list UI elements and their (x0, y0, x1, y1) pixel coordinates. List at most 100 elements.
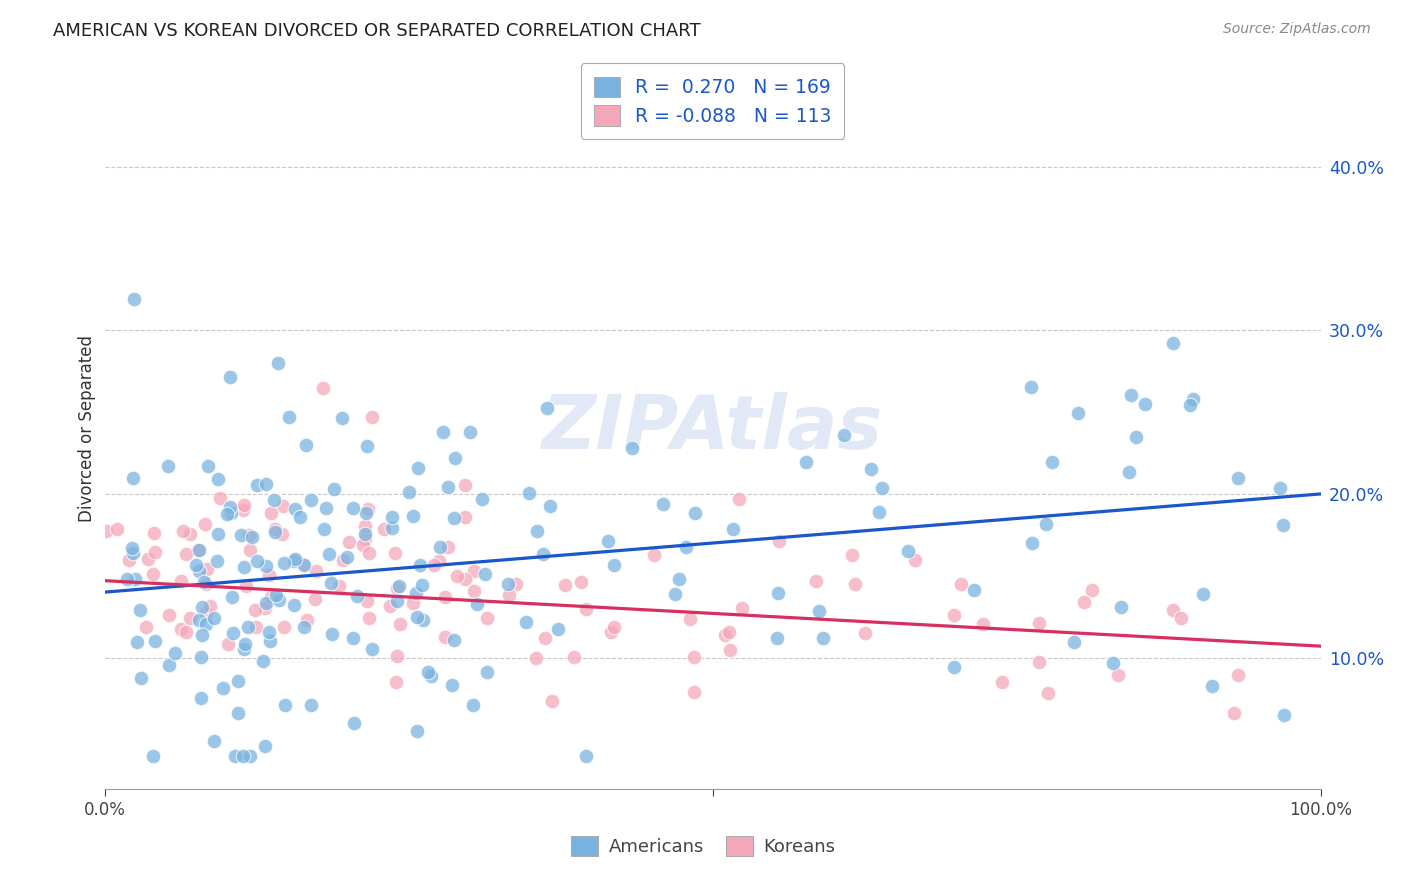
Point (942, 607, 965, 622)
Point (1268, 481, 1291, 495)
Point (136, 551, 159, 566)
Point (1121, 388, 1143, 402)
Point (517, 486, 540, 500)
Point (575, 748, 598, 763)
Point (422, 558, 444, 572)
Point (471, 491, 494, 506)
Point (179, 611, 201, 625)
Point (205, 554, 228, 568)
Point (257, 624, 280, 639)
Point (283, 554, 305, 568)
Point (950, 576, 973, 591)
Point (246, 478, 269, 492)
Point (342, 501, 364, 516)
Point (1201, 680, 1223, 694)
Point (176, 548, 198, 562)
Point (233, 642, 256, 657)
Point (1178, 398, 1201, 412)
Point (1222, 706, 1244, 721)
Point (411, 577, 433, 591)
Point (765, 631, 787, 645)
Point (1035, 516, 1057, 531)
Point (170, 623, 193, 637)
Point (259, 590, 281, 604)
Point (409, 558, 432, 572)
Point (621, 441, 644, 455)
Point (259, 633, 281, 648)
Point (194, 577, 217, 591)
Point (288, 510, 311, 524)
Point (405, 724, 427, 739)
Point (184, 558, 207, 573)
Point (1161, 336, 1184, 351)
Point (197, 458, 219, 473)
Point (408, 461, 430, 475)
Point (264, 588, 287, 602)
Point (200, 599, 222, 613)
Point (253, 601, 276, 615)
Point (263, 524, 285, 539)
Point (643, 548, 665, 562)
Point (129, 671, 152, 685)
Point (263, 492, 285, 507)
Point (853, 626, 876, 640)
Point (157, 657, 180, 672)
Point (354, 518, 377, 533)
Point (1272, 707, 1295, 722)
Point (538, 500, 561, 514)
Point (226, 706, 249, 721)
Point (232, 748, 254, 763)
Point (284, 552, 307, 566)
Point (515, 615, 537, 629)
Point (806, 574, 828, 588)
Point (105, 522, 128, 536)
Point (219, 370, 242, 384)
Point (668, 572, 690, 586)
Point (245, 620, 267, 634)
Point (427, 554, 450, 568)
Point (221, 591, 243, 605)
Point (284, 501, 307, 516)
Point (453, 572, 475, 586)
Point (388, 617, 411, 632)
Point (683, 650, 706, 665)
Point (188, 543, 211, 558)
Point (267, 356, 290, 370)
Point (271, 526, 294, 541)
Point (991, 675, 1014, 690)
Point (811, 632, 834, 646)
Point (596, 534, 619, 549)
Point (193, 575, 215, 590)
Point (156, 459, 179, 474)
Point (1028, 655, 1050, 669)
Point (505, 577, 527, 591)
Point (1028, 616, 1050, 631)
Point (429, 540, 451, 554)
Point (942, 659, 965, 673)
Point (405, 585, 427, 599)
Point (384, 546, 406, 560)
Point (373, 523, 395, 537)
Point (224, 748, 246, 763)
Point (360, 642, 382, 657)
Point (477, 665, 499, 679)
Point (412, 613, 434, 627)
Point (332, 553, 354, 567)
Point (533, 631, 555, 645)
Point (1073, 595, 1095, 609)
Point (713, 627, 735, 641)
Point (1125, 430, 1147, 444)
Point (190, 650, 212, 665)
Point (312, 522, 335, 536)
Point (194, 517, 217, 532)
Point (121, 541, 143, 555)
Point (868, 504, 890, 518)
Point (972, 616, 994, 631)
Point (599, 624, 621, 639)
Point (443, 450, 465, 465)
Point (434, 590, 457, 604)
Point (437, 540, 460, 554)
Point (443, 510, 465, 524)
Point (1066, 406, 1088, 420)
Point (1227, 470, 1250, 484)
